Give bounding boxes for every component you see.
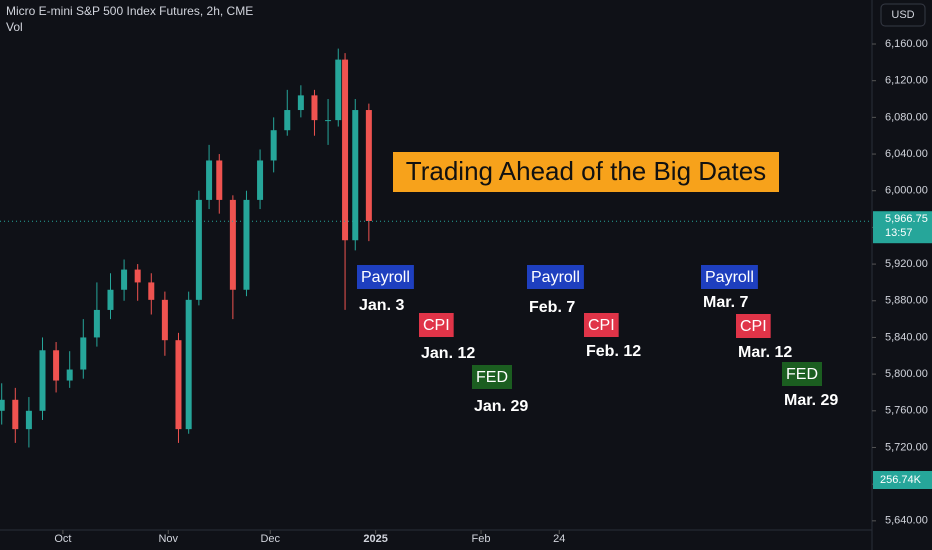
candle-body bbox=[342, 59, 349, 241]
x-tick-label: 2025 bbox=[363, 533, 387, 545]
event-box bbox=[782, 362, 822, 386]
y-tick-label: 5,720.00 bbox=[885, 441, 928, 453]
last-price-label: 5,966.75 bbox=[885, 213, 928, 225]
event-label: Payroll bbox=[705, 269, 754, 286]
event-date: Feb. 7 bbox=[529, 299, 575, 316]
y-tick-label: 5,920.00 bbox=[885, 258, 928, 270]
candle-body bbox=[185, 299, 192, 430]
candle-body bbox=[66, 369, 73, 381]
event-date: Mar. 29 bbox=[784, 392, 838, 409]
event-label: CPI bbox=[588, 317, 615, 334]
candle-body bbox=[216, 160, 223, 200]
candle-body bbox=[53, 350, 60, 381]
candle-body bbox=[243, 199, 250, 290]
candle-body bbox=[257, 160, 264, 200]
y-tick-label: 6,160.00 bbox=[885, 38, 928, 50]
event-label: CPI bbox=[740, 318, 767, 335]
candle-body bbox=[12, 399, 19, 430]
y-tick-label: 6,040.00 bbox=[885, 148, 928, 160]
y-tick-label: 5,840.00 bbox=[885, 331, 928, 343]
event-box bbox=[419, 313, 454, 337]
event-box bbox=[736, 314, 771, 338]
event-box bbox=[472, 365, 512, 389]
event-date: Feb. 12 bbox=[586, 343, 641, 360]
candle-body bbox=[121, 269, 128, 290]
candle-body bbox=[335, 59, 342, 121]
event-label: CPI bbox=[423, 317, 450, 334]
candle-body bbox=[107, 289, 114, 310]
event-label: FED bbox=[476, 369, 508, 386]
volume-label: 256.74K bbox=[880, 474, 922, 486]
candle-body bbox=[93, 309, 100, 338]
candle-body bbox=[311, 95, 318, 121]
event-date: Jan. 3 bbox=[359, 297, 404, 314]
candle-body bbox=[325, 120, 332, 122]
candle-body bbox=[175, 340, 182, 430]
event-label: Payroll bbox=[361, 269, 410, 286]
currency-button[interactable] bbox=[880, 3, 926, 27]
currency-label[interactable]: USD bbox=[891, 9, 914, 21]
event-box bbox=[584, 313, 619, 337]
title: Trading Ahead of the Big Dates bbox=[406, 156, 766, 186]
countdown-label: 13:57 bbox=[885, 227, 913, 239]
y-tick-label: 5,640.00 bbox=[885, 515, 928, 527]
y-tick-label: 5,800.00 bbox=[885, 368, 928, 380]
candle-body bbox=[365, 110, 372, 221]
event-date: Jan. 12 bbox=[421, 345, 475, 362]
event-date: Mar. 7 bbox=[703, 294, 748, 311]
x-tick-label: Oct bbox=[54, 533, 71, 545]
title-banner bbox=[393, 152, 779, 192]
x-tick-label: Nov bbox=[158, 533, 178, 545]
event-box bbox=[357, 265, 414, 289]
x-tick-label: 24 bbox=[553, 533, 565, 545]
y-tick-label: 6,000.00 bbox=[885, 185, 928, 197]
candle-body bbox=[80, 337, 87, 370]
candle-body bbox=[229, 199, 236, 290]
event-label: Payroll bbox=[531, 269, 580, 286]
indicator-label: Vol bbox=[6, 20, 23, 34]
candle-body bbox=[270, 130, 277, 161]
y-tick-label: 6,120.00 bbox=[885, 75, 928, 87]
x-tick-label: Feb bbox=[472, 533, 491, 545]
candle-body bbox=[195, 199, 202, 300]
y-tick-label: 5,760.00 bbox=[885, 405, 928, 417]
candle-body bbox=[284, 110, 291, 131]
y-tick-label: 5,880.00 bbox=[885, 295, 928, 307]
candle-body bbox=[134, 269, 141, 283]
candle-body bbox=[161, 299, 168, 341]
candle-body bbox=[39, 350, 46, 411]
event-label: FED bbox=[786, 366, 818, 383]
event-box bbox=[701, 265, 758, 289]
y-tick-label: 6,080.00 bbox=[885, 111, 928, 123]
candle-body bbox=[25, 410, 32, 430]
event-date: Mar. 12 bbox=[738, 344, 792, 361]
symbol-title: Micro E-mini S&P 500 Index Futures, 2h, … bbox=[6, 4, 253, 18]
candle-body bbox=[0, 399, 5, 411]
x-tick-label: Dec bbox=[260, 533, 280, 545]
event-date: Jan. 29 bbox=[474, 398, 528, 415]
event-box bbox=[527, 265, 584, 289]
last-price-box bbox=[873, 211, 932, 244]
candle-body bbox=[297, 95, 304, 111]
candle-body bbox=[148, 282, 155, 300]
volume-box bbox=[873, 471, 932, 489]
candle-body bbox=[352, 110, 359, 241]
candle-body bbox=[206, 160, 213, 200]
